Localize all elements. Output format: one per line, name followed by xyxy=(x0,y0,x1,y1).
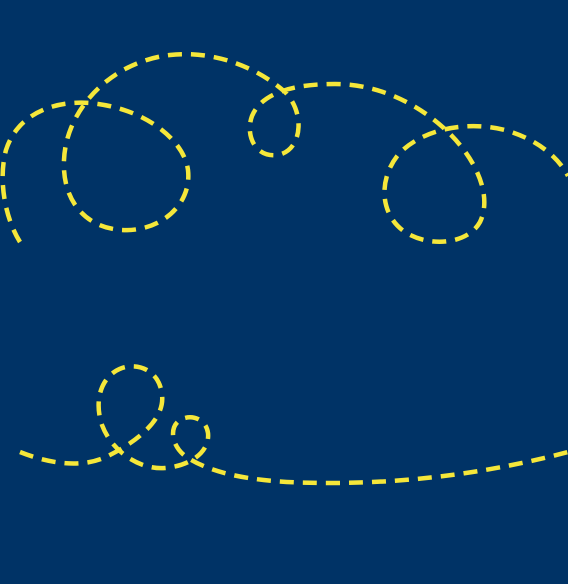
upper-dashed-trail xyxy=(0,51,568,244)
lower-dashed-trail xyxy=(19,364,568,486)
